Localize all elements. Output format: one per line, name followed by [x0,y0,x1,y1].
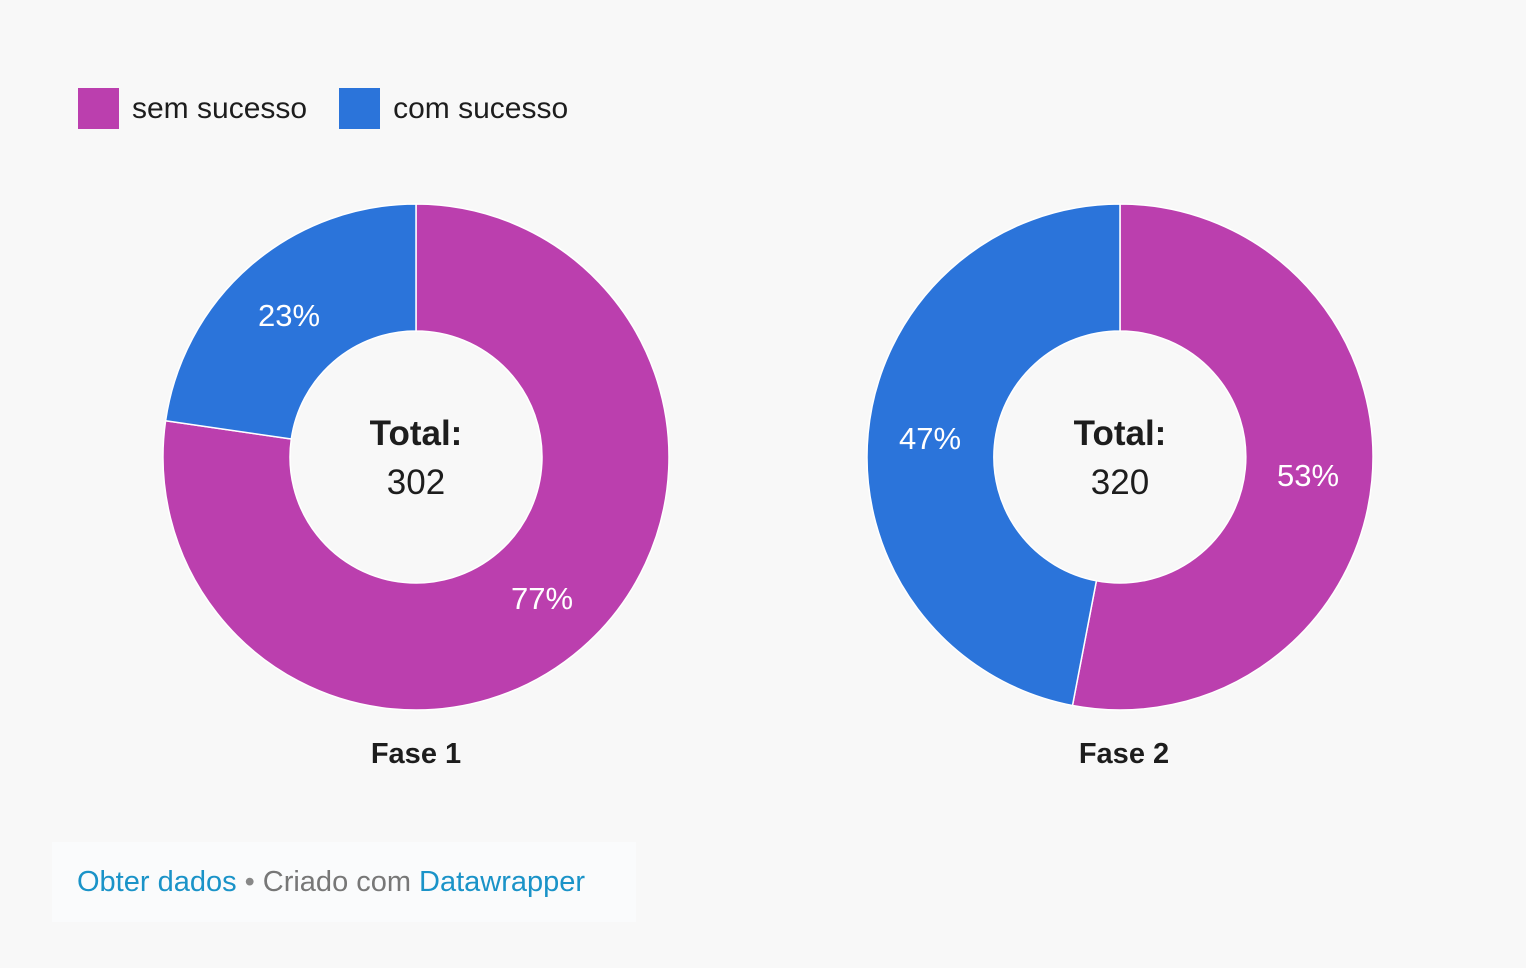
footer-separator: • [244,865,255,898]
chart-title: Fase 1 [371,738,461,770]
label-sem-sucesso: 53% [1277,458,1339,493]
created-with-text: Criado com [262,865,412,898]
legend: sem sucesso com sucesso [78,88,600,129]
total-value: 320 [1091,463,1149,502]
get-data-link[interactable]: Obter dados [77,865,237,898]
label-com-sucesso: 47% [899,421,961,456]
total-label: Total: [370,414,463,453]
slice-sem-sucesso [162,203,670,711]
donut-fase-1: 23% 77% Total: 302 Fase 1 [162,203,670,770]
slice-com-sucesso [164,203,417,440]
legend-swatch-com-sucesso [339,88,381,129]
slice-sem-sucesso [1071,203,1374,711]
label-sem-sucesso: 77% [511,581,573,616]
total-label: Total: [1074,414,1167,453]
footer: Obter dados • Criado com Datawrapper [52,842,636,922]
label-com-sucesso: 23% [258,298,320,333]
donut-fase-2: 47% 53% Total: 320 Fase 2 [866,203,1374,770]
legend-item-sem-sucesso: sem sucesso [78,88,307,129]
legend-label: com sucesso [393,91,569,125]
datawrapper-link[interactable]: Datawrapper [419,865,586,898]
legend-label: sem sucesso [132,91,308,125]
total-value: 302 [387,463,445,502]
slice-com-sucesso [866,203,1121,707]
chart-title: Fase 2 [1079,738,1169,770]
legend-swatch-sem-sucesso [78,88,119,129]
legend-item-com-sucesso: com sucesso [339,88,568,129]
